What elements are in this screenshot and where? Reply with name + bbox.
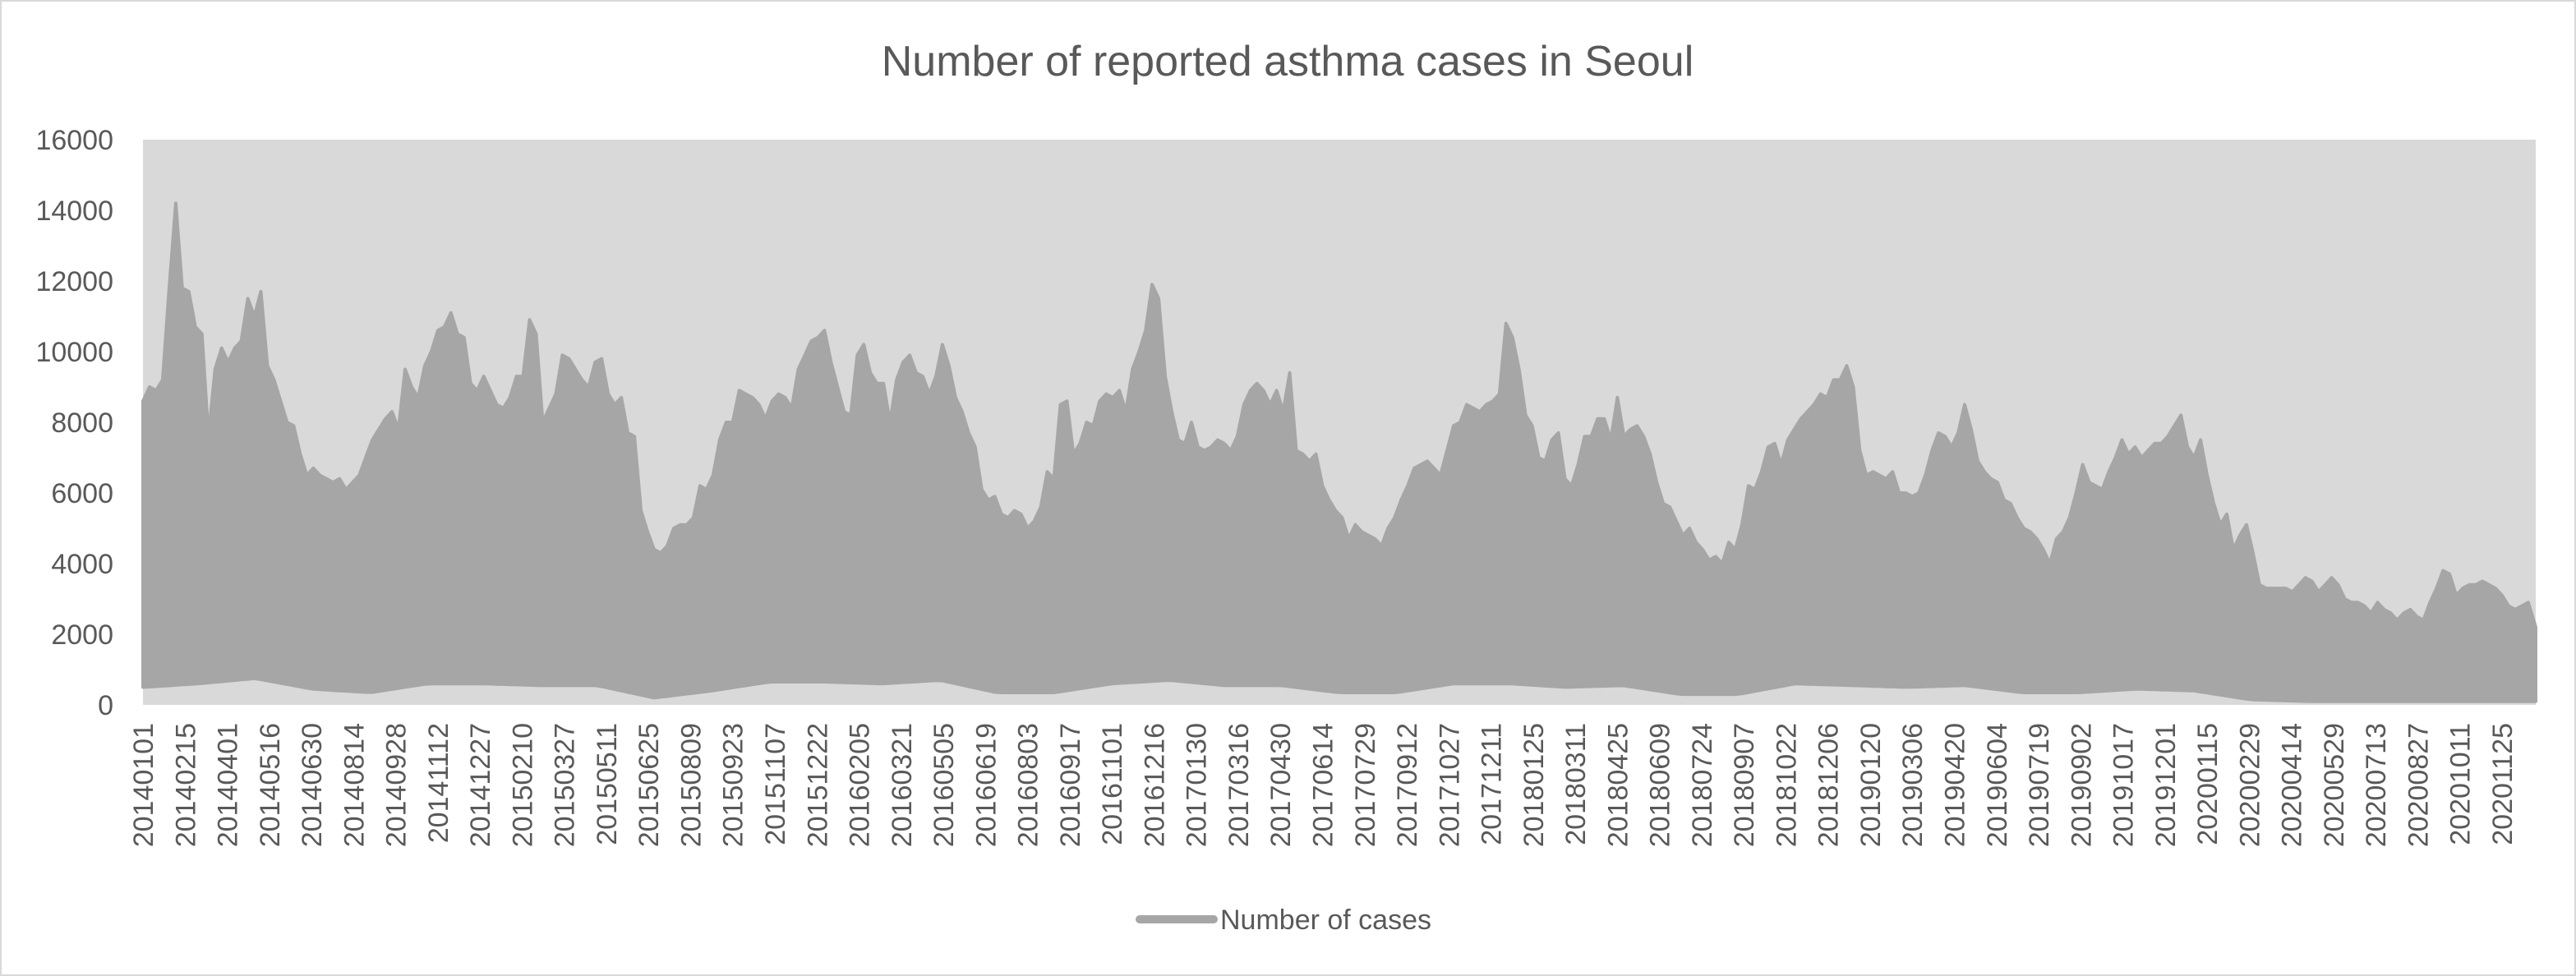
x-tick-label: 20161216 (1139, 723, 1170, 847)
x-tick-label: 20191201 (2150, 723, 2182, 847)
legend-label-number-of-cases: Number of cases (1220, 905, 1431, 936)
x-tick-label: 20170729 (1350, 723, 1381, 847)
x-tick-label: 20140630 (297, 723, 328, 847)
x-tick-label: 20160803 (1013, 723, 1044, 847)
x-tick-label: 20170912 (1392, 723, 1423, 847)
x-tick-label: 20160321 (887, 723, 918, 847)
x-tick-label: 20140401 (213, 723, 244, 847)
x-tick-label: 20140814 (339, 723, 370, 847)
x-tick-label: 20170130 (1182, 723, 1213, 847)
x-tick-label: 20140215 (170, 723, 201, 847)
x-tick-label: 20160619 (970, 723, 1002, 847)
y-tick-label: 2000 (51, 619, 113, 651)
x-tick-label: 20190604 (1982, 723, 2013, 847)
x-tick-label: 20200713 (2361, 723, 2392, 847)
x-tick-label: 20150511 (592, 723, 623, 845)
x-tick-label: 20190306 (1897, 723, 1929, 847)
y-tick-label: 12000 (35, 266, 113, 297)
series-area-number-of-cases (141, 201, 2537, 703)
x-tick-label: 20190902 (2066, 723, 2097, 847)
x-tick-label: 20180425 (1602, 723, 1634, 847)
x-tick-label: 20190120 (1855, 723, 1887, 847)
x-tick-label: 20200115 (2192, 723, 2223, 845)
x-tick-label: 20201125 (2487, 723, 2518, 845)
x-tick-label: 20141227 (465, 723, 496, 847)
x-tick-label: 20170430 (1265, 723, 1297, 847)
x-tick-label: 20150809 (675, 723, 707, 847)
x-tick-label: 20200827 (2403, 723, 2434, 847)
y-tick-label: 16000 (35, 125, 113, 156)
x-tick-label: 20190420 (1940, 723, 1971, 847)
x-tick-label: 20151107 (760, 723, 791, 845)
x-tick-label: 20201011 (2445, 723, 2477, 845)
x-tick-label: 20160205 (845, 723, 876, 847)
y-tick-label: 8000 (51, 407, 113, 439)
x-tick-label: 20171211 (1477, 723, 1508, 845)
x-tick-label: 20171027 (1434, 723, 1465, 847)
x-tick-label: 20150625 (634, 723, 665, 847)
x-tick-label: 20140928 (381, 723, 412, 847)
x-tick-label: 20170316 (1223, 723, 1255, 847)
x-tick-label: 20200229 (2234, 723, 2265, 847)
y-axis: 0 2000 4000 6000 8000 10000 12000 14000 16000 (35, 125, 113, 721)
x-tick-label: 20180311 (1560, 723, 1592, 845)
series-number-of-cases (141, 201, 2537, 703)
y-tick-label: 0 (98, 690, 113, 721)
x-tick-label: 20160505 (929, 723, 960, 847)
x-tick-label: 20200414 (2277, 723, 2308, 847)
y-tick-label: 6000 (51, 478, 113, 509)
x-axis: 20140101 20140215 20140401 20140516 20140630… (128, 723, 2518, 847)
x-tick-label: 20180125 (1518, 723, 1550, 847)
x-tick-label: 20150327 (550, 723, 581, 847)
x-tick-label: 20180609 (1645, 723, 1676, 847)
x-tick-label: 20180724 (1687, 723, 1718, 847)
chart-title: Number of reported asthma cases in Seoul (882, 38, 1694, 85)
legend: Number of cases (1136, 905, 1431, 936)
x-tick-label: 20151222 (802, 723, 833, 847)
x-tick-label: 20150923 (718, 723, 749, 847)
x-tick-label: 20160917 (1055, 723, 1086, 847)
x-tick-label: 20140516 (255, 723, 286, 847)
y-tick-label: 14000 (35, 196, 113, 227)
x-tick-label: 20170614 (1307, 723, 1339, 847)
x-tick-label: 20191017 (2108, 723, 2140, 847)
x-tick-label: 20140101 (128, 723, 159, 847)
x-tick-label: 20150210 (507, 723, 538, 847)
x-tick-label: 20141112 (423, 723, 454, 843)
x-tick-label: 20180907 (1729, 723, 1760, 847)
y-tick-label: 10000 (35, 337, 113, 368)
x-tick-label: 20181206 (1813, 723, 1845, 847)
y-tick-label: 4000 (51, 549, 113, 580)
x-tick-label: 20161101 (1097, 723, 1128, 845)
x-tick-label: 20200529 (2319, 723, 2350, 847)
x-tick-label: 20190719 (2024, 723, 2055, 847)
x-tick-label: 20181022 (1771, 723, 1802, 847)
